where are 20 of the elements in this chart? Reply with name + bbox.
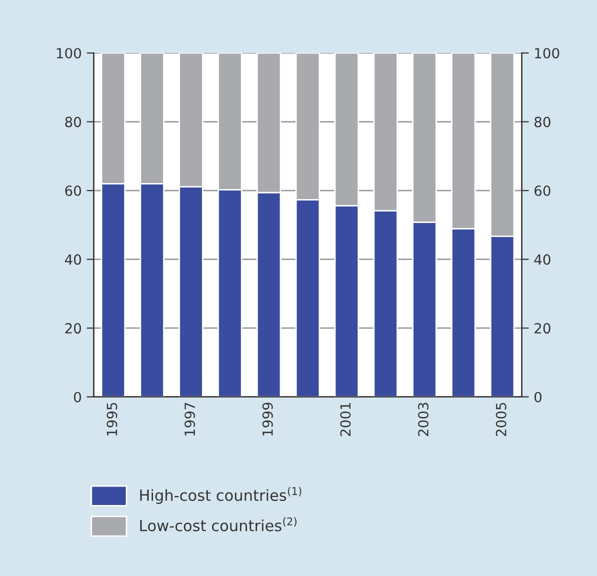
x-tick-label: 1995	[106, 402, 118, 436]
y2-tick-label: 20	[534, 323, 550, 334]
x-tick-label: 2005	[496, 402, 506, 436]
y2-tick-label: 80	[534, 116, 550, 128]
y2-tick-label: 40	[534, 254, 550, 265]
x-tick-label: 2001	[340, 403, 351, 436]
y2-tick-label: 0	[534, 392, 542, 402]
y2-tick-label: 100	[535, 48, 560, 58]
y-tick-label: 80	[65, 116, 81, 128]
x-tick-label: 2003	[418, 402, 429, 436]
y-tick-label: 100	[56, 48, 81, 58]
y-tick-label: 20	[65, 323, 81, 334]
legend-label: Low-cost countries$^{(2)}$	[140, 517, 297, 532]
y2-tick-label: 60	[534, 186, 550, 196]
y-tick-label: 0	[74, 392, 81, 402]
x-tick-label: 1997	[184, 402, 196, 436]
y-tick-label: 60	[65, 186, 81, 196]
y-tick-label: 40	[64, 254, 81, 265]
legend-label: High-cost countries$^{(1)}$	[140, 486, 302, 504]
x-tick-label: 1999	[262, 402, 273, 436]
